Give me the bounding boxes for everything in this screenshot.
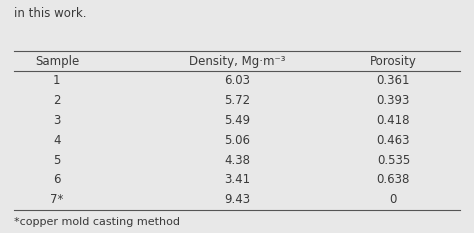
Text: 5.06: 5.06 [224,134,250,147]
Text: in this work.: in this work. [14,7,87,20]
Text: 0.361: 0.361 [377,75,410,87]
Text: 5: 5 [53,154,61,167]
Text: 5.72: 5.72 [224,94,250,107]
Text: 5.49: 5.49 [224,114,250,127]
Text: 6: 6 [53,174,61,186]
Text: 2: 2 [53,94,61,107]
Text: Sample: Sample [35,55,79,68]
Text: 0.393: 0.393 [377,94,410,107]
Text: Density, Mg·m⁻³: Density, Mg·m⁻³ [189,55,285,68]
Text: 0.418: 0.418 [377,114,410,127]
Text: 0.463: 0.463 [377,134,410,147]
Text: 4: 4 [53,134,61,147]
Text: 4.38: 4.38 [224,154,250,167]
Text: 9.43: 9.43 [224,193,250,206]
Text: 0: 0 [390,193,397,206]
Text: 1: 1 [53,75,61,87]
Text: 0.638: 0.638 [377,174,410,186]
Text: 6.03: 6.03 [224,75,250,87]
Text: 3.41: 3.41 [224,174,250,186]
Text: 0.535: 0.535 [377,154,410,167]
Text: 7*: 7* [50,193,64,206]
Text: 3: 3 [53,114,61,127]
Text: Porosity: Porosity [370,55,417,68]
Text: *copper mold casting method: *copper mold casting method [14,217,180,227]
